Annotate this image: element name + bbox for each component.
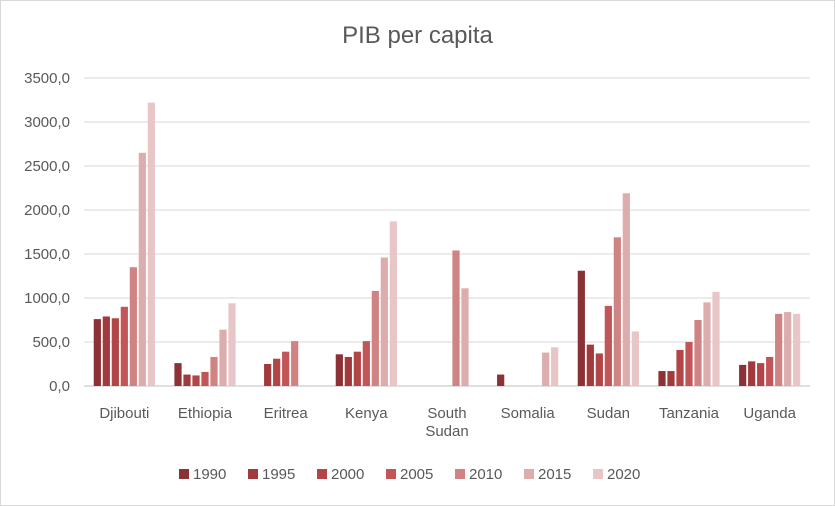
bar-somalia-2020 bbox=[551, 347, 559, 386]
legend-label-2010: 2010 bbox=[469, 466, 502, 483]
bar-south-sudan-2015 bbox=[461, 288, 469, 386]
legend-swatch-1995 bbox=[248, 469, 258, 479]
legend-swatch-2000 bbox=[317, 469, 327, 479]
bar-sudan-1990 bbox=[577, 270, 585, 386]
x-category-label: Uganda bbox=[743, 405, 796, 422]
bar-tanzania-2005 bbox=[685, 342, 693, 386]
bar-djibouti-1995 bbox=[102, 316, 110, 386]
y-tick-label: 0,0 bbox=[49, 378, 70, 395]
x-category-label: Kenya bbox=[345, 405, 388, 422]
bar-djibouti-2005 bbox=[120, 306, 128, 386]
legend-label-2020: 2020 bbox=[607, 466, 640, 483]
legend-label-1990: 1990 bbox=[193, 466, 226, 483]
legend-swatch-2005 bbox=[386, 469, 396, 479]
x-category-label: Tanzania bbox=[659, 405, 720, 422]
legend-swatch-1990 bbox=[179, 469, 189, 479]
y-tick-label: 1500,0 bbox=[24, 246, 70, 263]
bar-djibouti-2020 bbox=[147, 102, 155, 386]
bar-uganda-1990 bbox=[739, 364, 747, 386]
bar-sudan-2015 bbox=[622, 193, 630, 386]
bar-tanzania-2015 bbox=[703, 302, 711, 386]
bar-ethiopia-2005 bbox=[201, 371, 209, 386]
chart-title: PIB per capita bbox=[342, 22, 493, 49]
bar-djibouti-2015 bbox=[138, 152, 146, 386]
bar-eritrea-2000 bbox=[273, 358, 281, 386]
bar-tanzania-1990 bbox=[658, 371, 666, 386]
bar-kenya-2010 bbox=[371, 290, 379, 386]
bar-somalia-2015 bbox=[542, 352, 550, 386]
x-axis-category-labels: Djibouti Ethiopia Eritrea Kenya South Sudan So… bbox=[99, 405, 796, 440]
bar-ethiopia-2020 bbox=[228, 303, 236, 386]
y-tick-label: 2500,0 bbox=[24, 158, 70, 175]
y-tick-label: 2000,0 bbox=[24, 202, 70, 219]
bar-tanzania-2020 bbox=[712, 291, 720, 386]
legend: 1990 1995 2000 2005 2010 2015 2020 bbox=[179, 466, 640, 483]
x-category-label: Sudan bbox=[587, 405, 630, 422]
bar-sudan-2000 bbox=[595, 353, 603, 386]
x-category-label: Djibouti bbox=[99, 405, 149, 422]
y-tick-label: 500,0 bbox=[32, 334, 70, 351]
legend-swatch-2015 bbox=[524, 469, 534, 479]
bar-uganda-1995 bbox=[748, 361, 756, 386]
bar-uganda-2020 bbox=[793, 313, 801, 386]
bar-kenya-1995 bbox=[344, 356, 352, 386]
x-category-label: South Sudan bbox=[425, 405, 468, 440]
bar-south-sudan-2010 bbox=[452, 250, 460, 386]
legend-label-2015: 2015 bbox=[538, 466, 571, 483]
bar-eritrea-2010 bbox=[291, 341, 299, 386]
bar-eritrea-2005 bbox=[282, 351, 290, 386]
gridlines bbox=[84, 77, 810, 387]
legend-label-1995: 1995 bbox=[262, 466, 295, 483]
bars bbox=[93, 102, 801, 386]
y-tick-label: 1000,0 bbox=[24, 290, 70, 307]
bar-uganda-2005 bbox=[766, 356, 774, 386]
bar-kenya-1990 bbox=[335, 354, 343, 386]
y-axis-tick-labels: 0,0 500,0 1000,0 1500,0 2000,0 2500,0 3000,0 35… bbox=[24, 70, 70, 395]
bar-djibouti-1990 bbox=[93, 319, 101, 386]
bar-uganda-2015 bbox=[784, 312, 792, 386]
y-tick-label: 3500,0 bbox=[24, 70, 70, 87]
bar-ethiopia-2010 bbox=[210, 356, 218, 386]
bar-tanzania-1995 bbox=[667, 371, 675, 386]
y-tick-label: 3000,0 bbox=[24, 114, 70, 131]
legend-swatch-2010 bbox=[455, 469, 465, 479]
bar-sudan-2010 bbox=[613, 237, 621, 386]
bar-djibouti-2000 bbox=[111, 318, 119, 386]
bar-uganda-2010 bbox=[775, 313, 783, 386]
bar-sudan-1995 bbox=[586, 344, 594, 386]
bar-sudan-2020 bbox=[631, 331, 639, 386]
bar-kenya-2005 bbox=[362, 341, 370, 386]
x-category-label: Somalia bbox=[501, 405, 556, 422]
legend-label-2000: 2000 bbox=[331, 466, 364, 483]
bar-djibouti-2010 bbox=[129, 267, 137, 386]
bar-kenya-2000 bbox=[353, 351, 361, 386]
x-category-label: Ethiopia bbox=[178, 405, 233, 422]
bar-kenya-2015 bbox=[380, 257, 388, 386]
bar-ethiopia-1990 bbox=[174, 363, 182, 386]
bar-somalia-1990 bbox=[497, 374, 505, 386]
bar-ethiopia-2015 bbox=[219, 329, 227, 386]
legend-swatch-2020 bbox=[593, 469, 603, 479]
bar-sudan-2005 bbox=[604, 305, 612, 386]
bar-tanzania-2000 bbox=[676, 349, 684, 386]
bar-ethiopia-2000 bbox=[192, 375, 200, 386]
bar-ethiopia-1995 bbox=[183, 374, 191, 386]
legend-label-2005: 2005 bbox=[400, 466, 433, 483]
bar-eritrea-1995 bbox=[264, 364, 272, 386]
bar-uganda-2000 bbox=[757, 363, 765, 386]
bar-kenya-2020 bbox=[389, 221, 397, 386]
bar-tanzania-2010 bbox=[694, 320, 702, 386]
x-category-label: Eritrea bbox=[264, 405, 309, 422]
